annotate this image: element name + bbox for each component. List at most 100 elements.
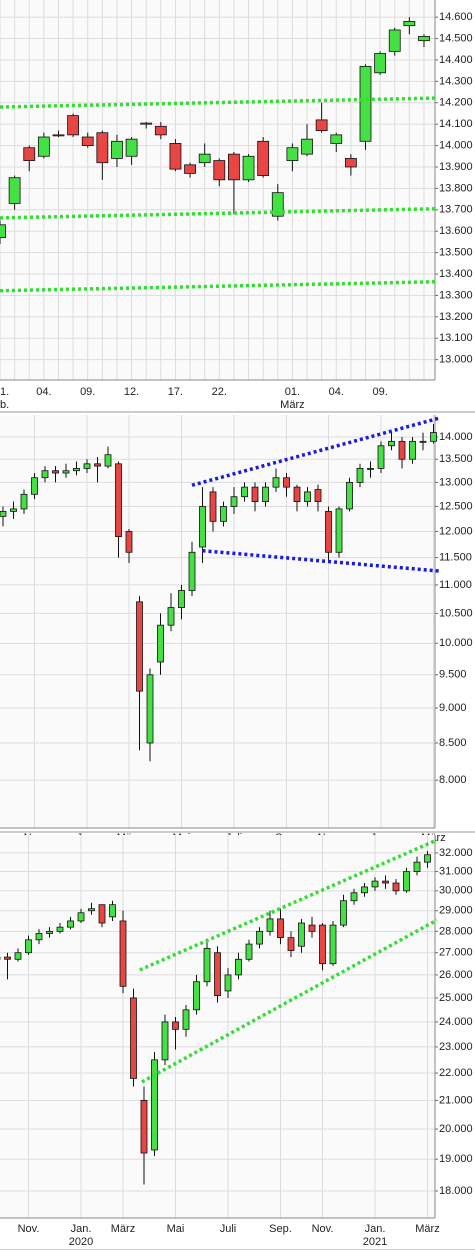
candle-body (157, 624, 164, 663)
candle-body (23, 147, 36, 161)
y-tick-label: 13.200 (439, 311, 473, 323)
candle-body (430, 432, 437, 442)
candle-body (251, 486, 259, 502)
y-tick-label: 19.000 (439, 1153, 473, 1165)
candle-body (314, 489, 322, 502)
y-tick-label: 13.000 (439, 476, 473, 488)
x-tick-label: Jan. (365, 1223, 386, 1235)
candle-body (346, 481, 353, 510)
trendline (141, 918, 438, 1084)
x-tick-label: Sep. (269, 1223, 292, 1235)
candle-body (0, 510, 7, 517)
candle-body (388, 440, 395, 447)
y-tick-label: 13.100 (439, 332, 473, 344)
candle-body (220, 506, 227, 522)
candle-body (371, 880, 379, 888)
candle-body (146, 674, 154, 744)
candle-body (37, 136, 50, 157)
candle-body (340, 900, 347, 926)
candle-body (81, 136, 94, 146)
x-tick-label: 04. (36, 386, 51, 398)
y-tick-label: 9.500 (439, 669, 467, 681)
candle-body (213, 160, 226, 181)
candle-body (262, 486, 269, 502)
y-tick-label: 13.500 (439, 453, 473, 465)
y-tick-label: 23.000 (439, 1041, 473, 1053)
candle-body (4, 956, 11, 960)
candle-body (377, 445, 385, 469)
y-tick-label: 13.400 (439, 268, 473, 280)
candle-body (325, 510, 332, 553)
y-tick-label: 13.500 (439, 247, 473, 259)
y-tick-label: 8.500 (439, 737, 467, 749)
candle-body (94, 463, 101, 467)
x-tick-label: Juli (220, 1223, 237, 1235)
candle-body (329, 924, 337, 965)
candle-body (88, 908, 95, 912)
candle-body (344, 158, 357, 168)
candle-body (140, 122, 153, 125)
candle-body (257, 140, 270, 176)
plot-background (0, 835, 435, 1218)
y-tick-label: 28.000 (439, 925, 473, 937)
candle-body (413, 861, 421, 872)
candle-body (256, 930, 263, 945)
candle-body (315, 119, 328, 131)
candle-body (304, 491, 311, 502)
candle-body (46, 930, 53, 934)
candle-body (203, 947, 211, 983)
candle-body (83, 463, 91, 469)
candle-body (350, 892, 358, 902)
x-tick-label: Jan. (71, 1223, 92, 1235)
candle-body (293, 486, 301, 502)
candle-body (382, 880, 389, 884)
candle-body (67, 115, 79, 136)
candle-body (52, 134, 65, 137)
plot-background (0, 415, 435, 828)
candle-body (235, 958, 242, 976)
candle-body (301, 138, 313, 155)
x-tick-label: Mai (167, 1223, 185, 1235)
candle-body (73, 468, 80, 472)
candle-body (178, 590, 185, 608)
candle-body (241, 486, 248, 498)
candle-body (286, 147, 299, 161)
candle-body (41, 470, 49, 479)
x-tick-label: 1. (0, 386, 9, 398)
y-tick-label: 25.000 (439, 992, 473, 1004)
y-tick-label: 14.300 (439, 75, 473, 87)
y-tick-label: 13.000 (439, 354, 473, 366)
candle-body (125, 138, 138, 157)
candle-body (418, 35, 430, 42)
y-tick-label: 27.000 (439, 947, 473, 959)
y-tick-label: 13.700 (439, 204, 473, 216)
candle-body (67, 920, 74, 928)
y-tick-label: 10.500 (439, 607, 473, 619)
y-tick-label: 22.000 (439, 1067, 473, 1079)
candle-body (308, 924, 316, 932)
y-tick-label: 13.300 (439, 289, 473, 301)
y-tick-label: 20.000 (439, 1123, 473, 1135)
candle-body (266, 918, 274, 932)
candle-body (184, 164, 196, 174)
candle-body (242, 155, 255, 181)
period-label: b. (0, 399, 9, 411)
candle-body (356, 468, 364, 483)
y-tick-label: 29.000 (439, 905, 473, 917)
candle-body (403, 871, 410, 892)
y-tick-label: 14.400 (439, 54, 473, 66)
x-tick-label: Nov. (312, 1223, 334, 1235)
candle-body (14, 952, 22, 960)
candle-body (111, 140, 123, 159)
candle-body (424, 854, 431, 863)
y-tick-label: 32.000 (439, 847, 473, 859)
candle-body (31, 477, 38, 495)
candle-body (287, 937, 295, 951)
candle-body (35, 933, 43, 941)
candle-body (198, 153, 211, 164)
candle-body (374, 53, 387, 74)
candle-body (419, 440, 427, 443)
candle-body (125, 531, 133, 553)
